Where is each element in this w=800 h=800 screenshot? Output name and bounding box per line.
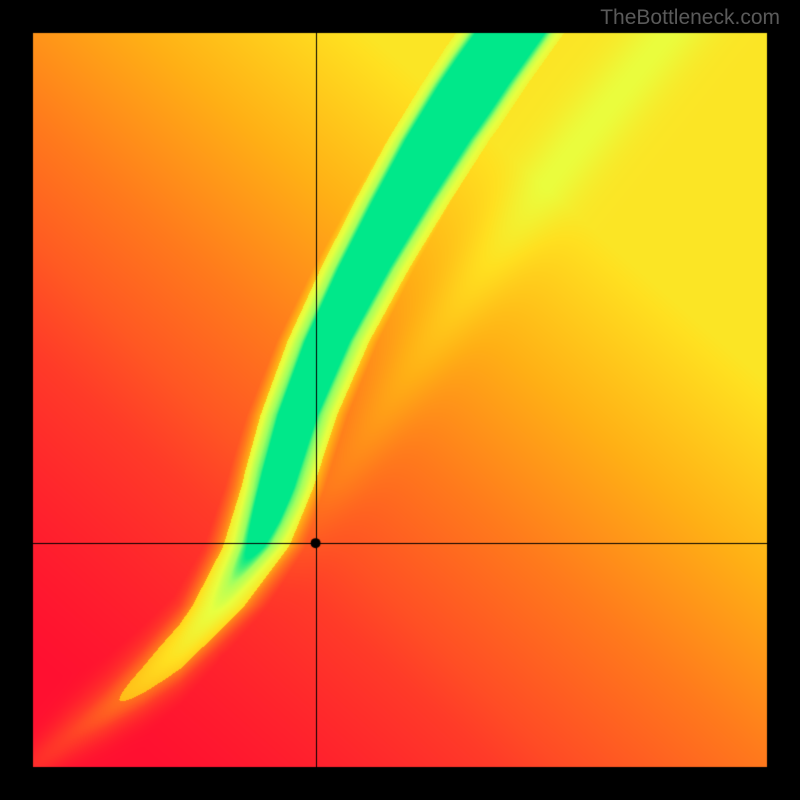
bottleneck-heatmap [0, 0, 800, 800]
watermark-text: TheBottleneck.com [600, 6, 780, 30]
chart-container: TheBottleneck.com [0, 0, 800, 800]
